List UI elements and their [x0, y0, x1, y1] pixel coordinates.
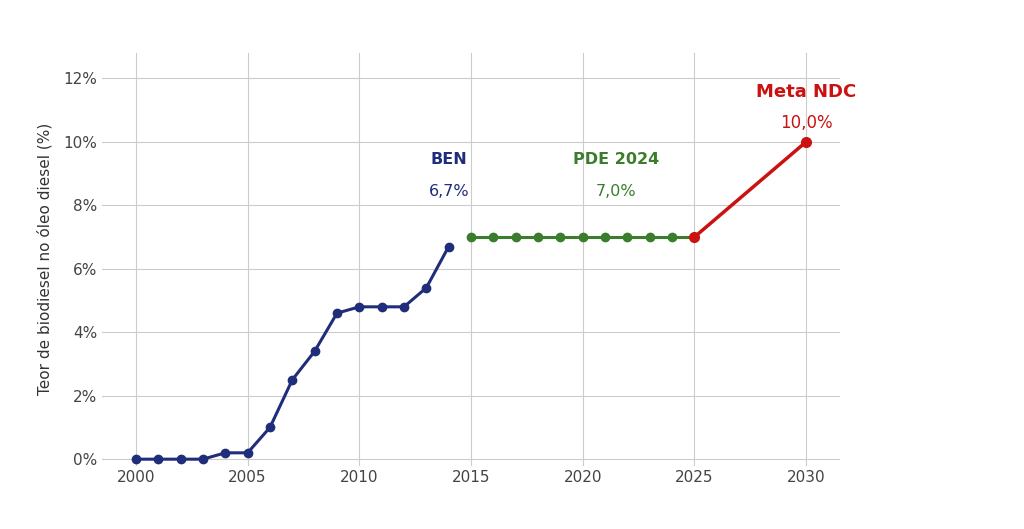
Text: 6,7%: 6,7% [428, 184, 469, 199]
Text: BEN: BEN [430, 152, 467, 167]
Y-axis label: Teor de biodiesel no óleo diesel (%): Teor de biodiesel no óleo diesel (%) [37, 123, 52, 395]
Text: Meta NDC: Meta NDC [756, 83, 856, 101]
Text: 10,0%: 10,0% [780, 114, 833, 132]
Text: PDE 2024: PDE 2024 [573, 152, 659, 167]
Text: 7,0%: 7,0% [596, 184, 637, 199]
